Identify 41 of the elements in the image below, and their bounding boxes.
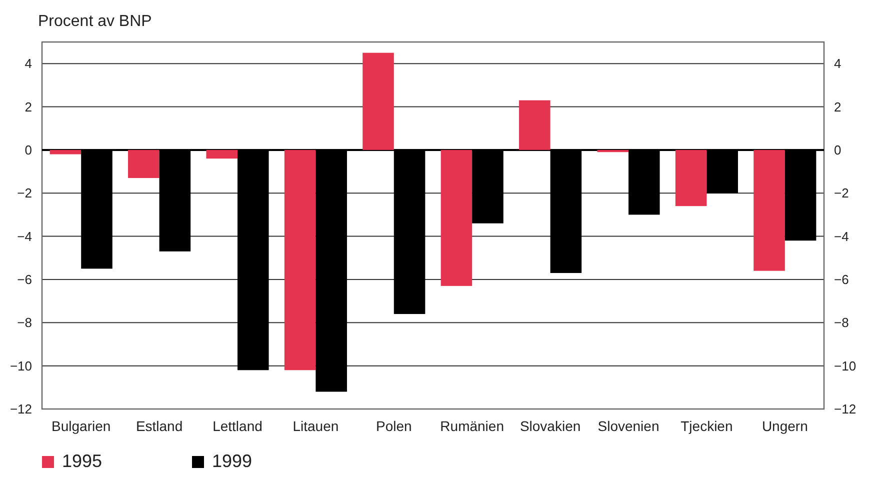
bar: [50, 150, 82, 154]
y-tick-label: −12: [10, 402, 32, 417]
y-tick-label: −2: [17, 186, 32, 201]
bar: [284, 150, 316, 370]
y2-tick-label: −8: [834, 315, 849, 330]
legend-label: 1999: [212, 451, 252, 471]
legend-label: 1995: [62, 451, 102, 471]
bar: [754, 150, 785, 271]
y-tick-label: 4: [24, 56, 32, 72]
y-tick-label: −10: [10, 358, 32, 374]
x-tick-label: Ungern: [762, 418, 808, 434]
x-tick-label: Slovakien: [520, 418, 581, 434]
bar: [519, 100, 550, 150]
x-tick-label: Tjeckien: [680, 418, 733, 434]
bar: [675, 150, 707, 206]
bar: [128, 150, 160, 178]
y2-tick-label: 4: [834, 56, 842, 72]
y2-tick-label: −6: [834, 272, 849, 288]
x-tick-label: Lettland: [212, 418, 262, 434]
bar: [362, 52, 394, 150]
y2-tick-label: −2: [834, 186, 849, 201]
x-tick-label: Estland: [136, 418, 183, 434]
y-tick-label: 0: [24, 142, 32, 158]
x-tick-label: Polen: [376, 418, 412, 434]
y-tick-label: −4: [17, 228, 32, 244]
x-tick-label: Litauen: [292, 418, 339, 434]
y-tick-label: 2: [24, 99, 32, 114]
y-axis-title: Procent av BNP: [38, 13, 152, 30]
x-tick-label: Bulgarien: [52, 418, 111, 434]
y2-tick-label: −12: [834, 402, 856, 417]
y2-tick-label: −4: [834, 228, 849, 244]
bar: [206, 150, 238, 159]
y-tick-label: −6: [17, 272, 32, 288]
x-tick-label: Rumänien: [440, 418, 504, 434]
y2-tick-label: −10: [834, 358, 856, 374]
y2-tick-label: 2: [834, 99, 842, 114]
bar: [597, 150, 628, 152]
bar: [440, 150, 472, 286]
y-tick-label: −8: [17, 315, 32, 330]
y2-tick-label: 0: [834, 142, 842, 158]
x-tick-label: Slovenien: [598, 418, 660, 434]
